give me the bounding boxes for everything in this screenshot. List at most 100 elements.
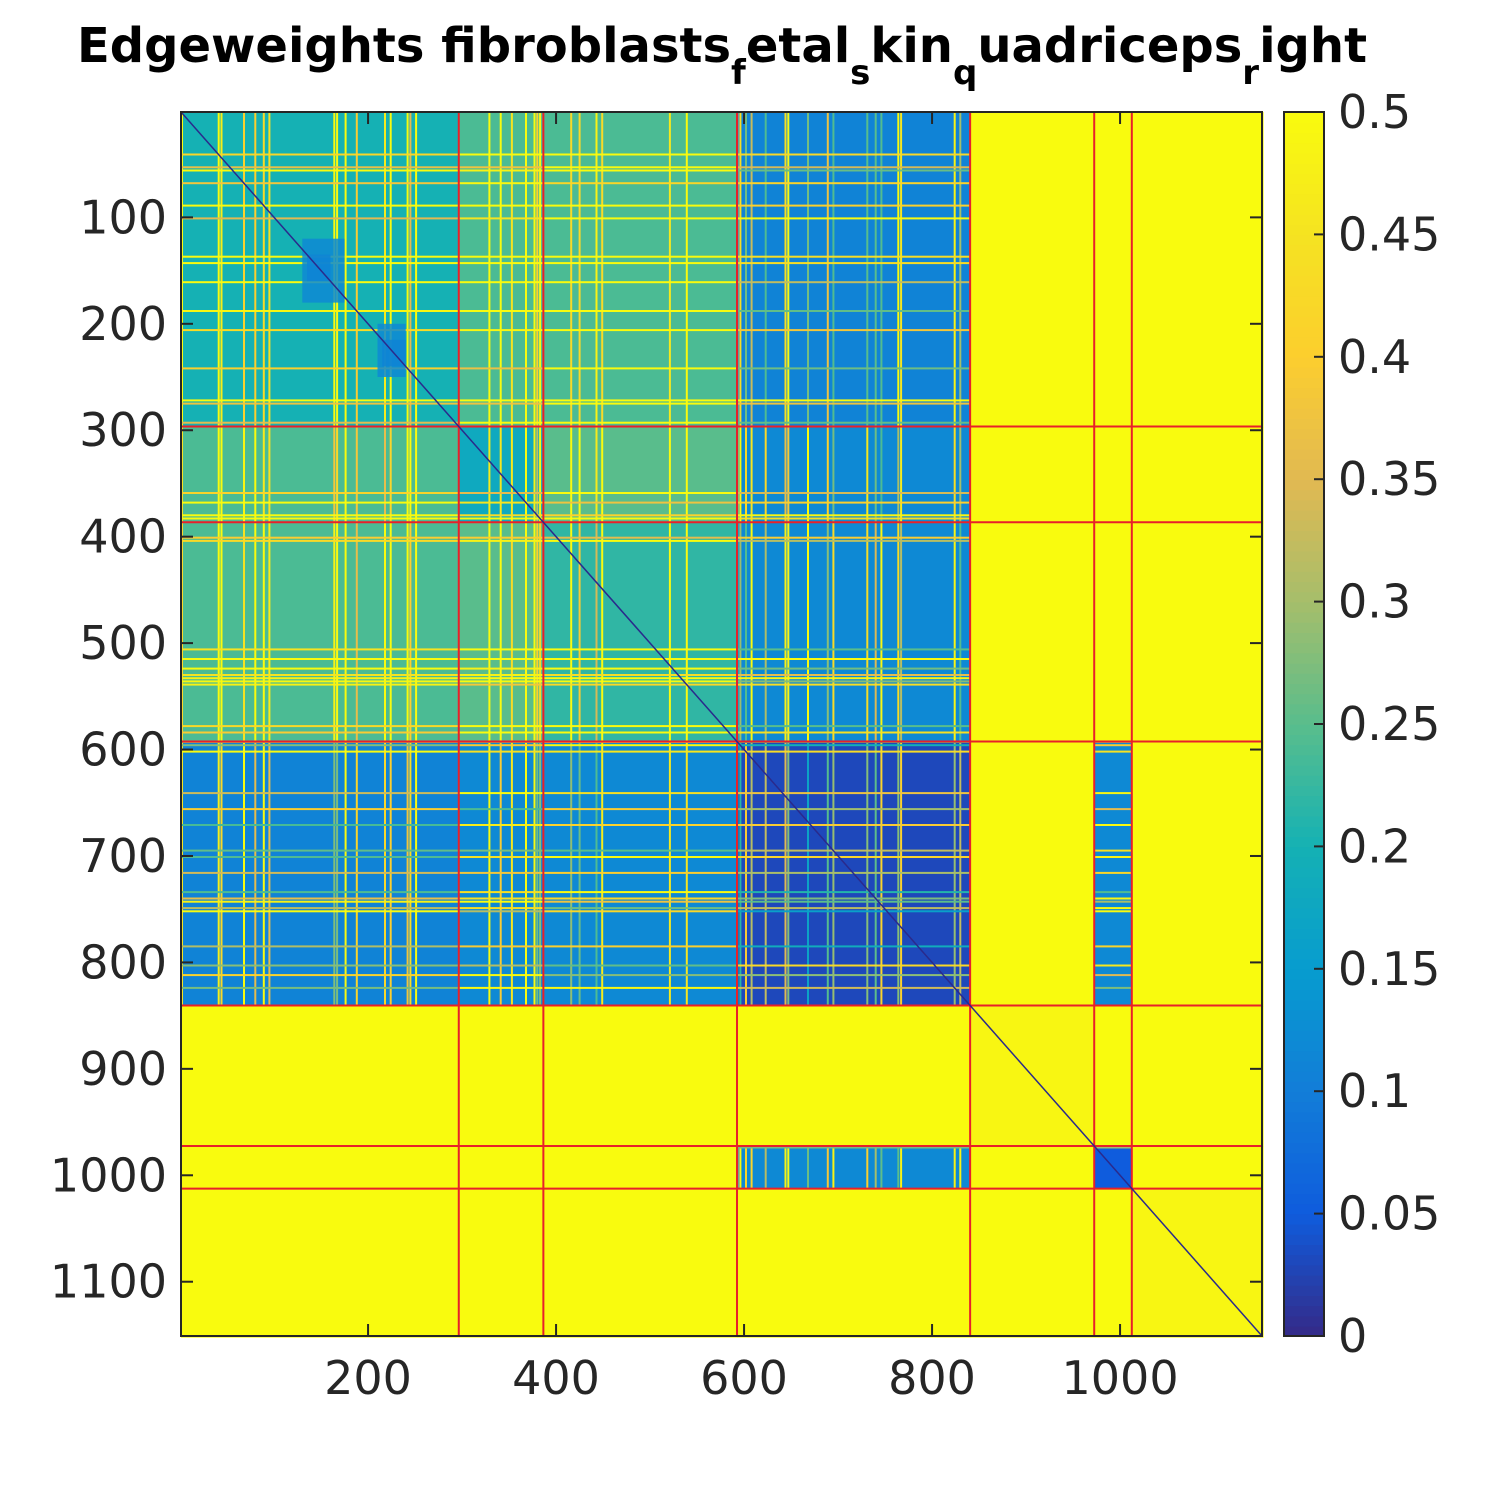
heatmap-stripe	[384, 522, 386, 743]
y-tick-label: 500	[79, 616, 167, 670]
heatmap-block	[181, 522, 460, 743]
heatmap-block	[1132, 1006, 1264, 1148]
heatmap-stripe	[1094, 907, 1133, 910]
heatmap-stripe	[459, 900, 544, 903]
heatmap-stripe	[601, 112, 604, 427]
colorbar-swatch	[1284, 1213, 1324, 1225]
colorbar-swatch	[1284, 632, 1324, 644]
heatmap-stripe	[181, 501, 460, 504]
heatmap-stripe	[459, 402, 544, 405]
heatmap-stripe	[459, 907, 544, 910]
colorbar-swatch	[1284, 601, 1324, 613]
heatmap-stripe	[543, 667, 738, 670]
heatmap-stripe	[181, 744, 460, 747]
heatmap-stripe	[685, 427, 688, 523]
heatmap-stripe	[543, 900, 738, 903]
heatmap-stripe	[243, 427, 245, 523]
heatmap-stripe	[750, 742, 753, 1007]
colorbar-swatch	[1284, 734, 1324, 746]
colorbar-swatch	[1284, 275, 1324, 287]
heatmap-stripe	[807, 427, 809, 523]
heatmap-stripe	[181, 731, 460, 734]
colorbar-swatch	[1284, 846, 1324, 858]
heatmap-stripe	[459, 166, 544, 169]
heatmap-stripe	[459, 255, 544, 258]
heatmap-stripe	[900, 427, 903, 523]
heatmap-stripe	[737, 907, 971, 910]
colorbar-swatch	[1284, 805, 1324, 817]
heatmap-stripe	[262, 427, 265, 523]
heatmap-stripe	[533, 112, 536, 427]
heatmap-stripe	[459, 683, 544, 686]
heatmap-stripe	[745, 742, 747, 1007]
heatmap-stripe	[668, 427, 671, 523]
heatmap-stripe	[262, 112, 265, 427]
heatmap-stripe	[181, 153, 460, 156]
colorbar-swatch	[1284, 112, 1324, 123]
heatmap-block	[181, 1189, 460, 1338]
heatmap-stripe	[1094, 897, 1133, 900]
heatmap-stripe	[415, 427, 418, 523]
heatmap-stripe	[459, 986, 544, 989]
heatmap-stripe	[570, 742, 573, 1007]
y-tick-label: 1100	[50, 1255, 167, 1309]
colorbar-swatch	[1284, 305, 1324, 317]
heatmap-stripe	[459, 648, 544, 651]
heatmap-stripe	[181, 856, 460, 858]
colorbar-swatch	[1284, 1060, 1324, 1072]
colorbar-swatch	[1284, 662, 1324, 674]
heatmap-stripe	[543, 402, 738, 405]
heatmap-stripe	[459, 750, 544, 753]
colorbar-swatch	[1284, 1254, 1324, 1266]
colorbar-swatch	[1284, 316, 1324, 327]
heatmap-stripe	[826, 522, 829, 743]
heatmap-stripe	[737, 204, 971, 207]
title-segment: etal	[746, 18, 850, 74]
colorbar-swatch	[1284, 193, 1324, 205]
heatmap-stripe	[737, 986, 971, 989]
colorbar-swatch	[1284, 1152, 1324, 1164]
heatmap-stripe	[874, 112, 877, 427]
heatmap-stripe	[737, 648, 971, 651]
heatmap-stripe	[181, 986, 460, 989]
heatmap-stripe	[737, 871, 971, 874]
title-segment: ight	[1259, 18, 1367, 74]
heatmap-stripe	[874, 742, 877, 1007]
heatmap-stripe	[737, 329, 971, 332]
colorbar-swatch	[1284, 448, 1324, 460]
colorbar-swatch	[1284, 356, 1324, 368]
heatmap-stripe	[543, 421, 738, 424]
heatmap-stripe	[459, 871, 544, 874]
heatmap-stripe	[181, 680, 460, 683]
colorbar-swatch	[1284, 265, 1324, 276]
heatmap-stripe	[866, 742, 869, 1007]
colorbar-swatch	[1284, 928, 1324, 939]
heatmap-stripe	[181, 539, 460, 542]
heatmap-stripe	[181, 367, 460, 370]
heatmap-stripe	[254, 112, 257, 427]
heatmap-stripe	[543, 539, 738, 542]
heatmap-stripe	[499, 112, 502, 427]
heatmap-stripe	[826, 1146, 829, 1190]
heatmap-stripe	[874, 522, 877, 743]
heatmap-stripe	[595, 427, 598, 523]
heatmap-block	[181, 1006, 460, 1148]
heatmap-block	[1132, 522, 1264, 743]
heatmap-stripe	[543, 677, 738, 680]
heatmap-stripe	[543, 891, 738, 894]
heatmap-stripe	[389, 742, 392, 1007]
heatmap-stripe	[181, 871, 460, 874]
heatmap-block	[970, 742, 1096, 1007]
colorbar-swatch	[1284, 214, 1324, 225]
colorbar-swatch	[1284, 1081, 1324, 1092]
heatmap-stripe	[1094, 856, 1133, 858]
heatmap-stripe	[268, 742, 271, 1007]
heatmap-stripe	[543, 964, 738, 967]
heatmap-stripe	[570, 427, 573, 523]
heatmap-stripe	[384, 742, 386, 1007]
heatmap-block	[737, 1146, 972, 1190]
colorbar-swatch	[1284, 764, 1324, 776]
colorbar-swatch	[1284, 428, 1324, 440]
heatmap-stripe	[737, 725, 971, 728]
heatmap-stripe	[543, 648, 738, 651]
